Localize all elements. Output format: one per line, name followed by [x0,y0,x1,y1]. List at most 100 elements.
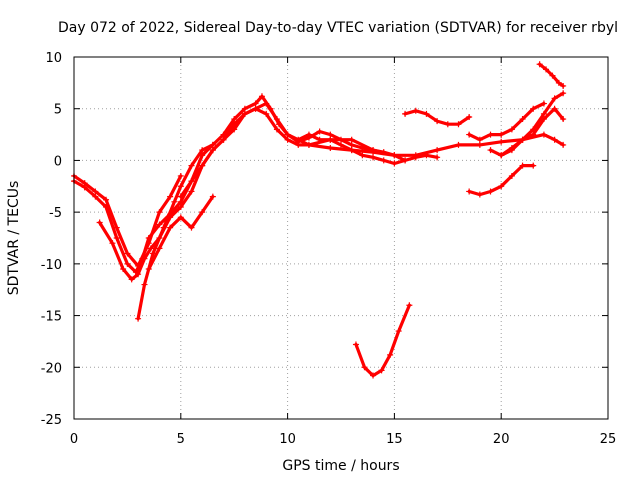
data-point [519,162,526,169]
y-tick-label: -15 [41,310,62,325]
data-point [231,126,238,133]
y-tick-label: 0 [54,154,62,169]
data-point [103,203,110,210]
data-point [412,107,419,114]
data-point [519,136,526,143]
data-point [263,100,270,107]
data-point [92,193,99,200]
data-point [199,147,206,154]
data-point [209,147,216,154]
data-point [145,235,152,241]
data-point [555,79,562,86]
data-point [231,116,238,123]
data-point [199,162,206,169]
data-point [551,95,558,102]
data-point [444,121,451,128]
grid [74,57,608,419]
data-point [391,152,398,159]
data-point [177,183,184,190]
data-point [199,209,206,216]
data-point [171,198,178,205]
y-tick-label: 5 [54,103,62,118]
data-point [273,116,280,123]
plot-frame [73,56,609,420]
series-arc-3 [96,105,567,283]
data-point [295,136,302,143]
data-point [252,100,259,107]
data-point [434,147,441,154]
y-tick-label: -25 [41,413,62,428]
data-point [305,141,312,148]
y-tick-label: -5 [49,206,62,221]
chart-title: Day 072 of 2022, Sidereal Day-to-day VTE… [58,20,618,36]
series-arc-7 [295,131,441,167]
data-point [530,126,537,133]
data-point [406,302,413,309]
data-series [71,61,567,379]
data-point [284,131,291,138]
x-tick-label: 25 [600,432,617,447]
data-point [109,240,116,247]
data-point [167,193,174,200]
data-point [540,110,547,117]
data-point [128,276,135,283]
data-point [530,162,537,169]
data-point [81,184,88,191]
data-point [402,110,409,117]
data-point [348,141,355,148]
data-point [305,131,312,138]
y-tick-label: -10 [41,258,62,273]
data-point [156,245,163,252]
data-point [124,250,131,257]
data-point [423,152,430,159]
data-point [560,116,567,123]
x-tick-label: 10 [279,432,296,447]
series-arc-9 [402,107,473,128]
data-point [177,214,184,221]
data-point [434,154,441,161]
data-point [359,145,366,152]
data-point [476,136,483,143]
data-point [160,224,167,231]
data-point [145,266,152,273]
data-point [476,191,483,198]
data-point [508,145,515,152]
data-point [327,136,334,143]
data-point [530,131,537,138]
data-point [252,105,259,112]
data-point [147,245,154,252]
data-point [359,152,366,159]
data-point [241,105,248,112]
data-point [135,271,142,278]
x-tick-label: 15 [386,432,403,447]
data-point [487,131,494,138]
data-point [412,154,419,161]
data-point [498,152,505,159]
data-point [327,145,334,152]
data-point [391,160,398,167]
data-point [348,147,355,154]
y-axis-title: SDTVAR / TECUs [6,181,22,296]
data-point [536,61,543,68]
data-point [103,196,110,203]
data-point [380,157,387,164]
data-point [188,178,195,185]
x-axis-title: GPS time / hours [282,458,399,474]
data-point [487,188,494,195]
series-line [467,101,546,142]
axis-ticks: 0 5 10 15 20 25 10 5 0 -5 -10 -15 -20 -25 [41,51,617,447]
data-point [284,136,291,143]
data-point [177,172,184,179]
data-point [378,367,385,374]
data-point [361,364,368,371]
data-point [124,260,131,267]
data-point [476,141,483,148]
series-arc-13 [536,61,567,89]
data-point [327,131,334,138]
data-point [316,128,323,135]
data-point [92,188,99,195]
data-point [141,255,148,262]
data-point [370,154,377,161]
